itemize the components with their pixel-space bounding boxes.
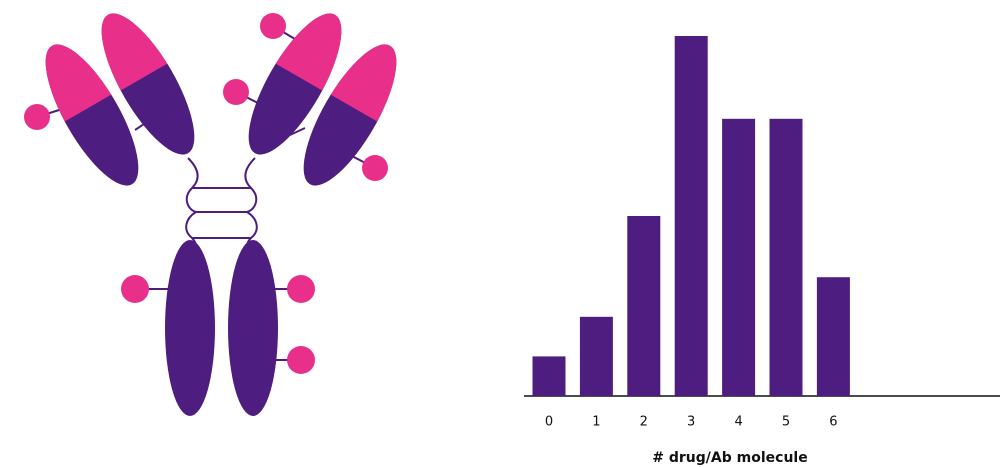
x-tick-label: 0 xyxy=(545,415,553,430)
fc-chain xyxy=(228,240,278,416)
x-tick-label: 6 xyxy=(829,415,837,430)
fab-arm xyxy=(45,44,139,186)
fab-arm xyxy=(101,13,195,155)
bar xyxy=(674,36,708,396)
x-tick-label: 3 xyxy=(687,415,695,430)
bar-chart: # drug/Ab molecule 0 1 2 3 4 5 6 xyxy=(524,36,1000,466)
bar xyxy=(816,277,850,396)
antibody-shapes xyxy=(24,13,397,416)
bar xyxy=(722,118,756,397)
bar xyxy=(532,356,566,396)
x-tick-label: 2 xyxy=(640,415,648,430)
x-axis-label: # drug/Ab molecule xyxy=(652,450,807,466)
fc-chain xyxy=(165,240,215,416)
fab-arm xyxy=(303,44,397,186)
x-tick-label: 4 xyxy=(734,415,742,430)
bar xyxy=(579,316,613,396)
drug-payloads xyxy=(24,13,388,374)
fab-arm xyxy=(248,13,342,155)
x-tick-label: 1 xyxy=(592,415,600,430)
bar xyxy=(627,216,661,396)
x-tick-label: 5 xyxy=(782,415,790,430)
bar xyxy=(769,118,803,397)
